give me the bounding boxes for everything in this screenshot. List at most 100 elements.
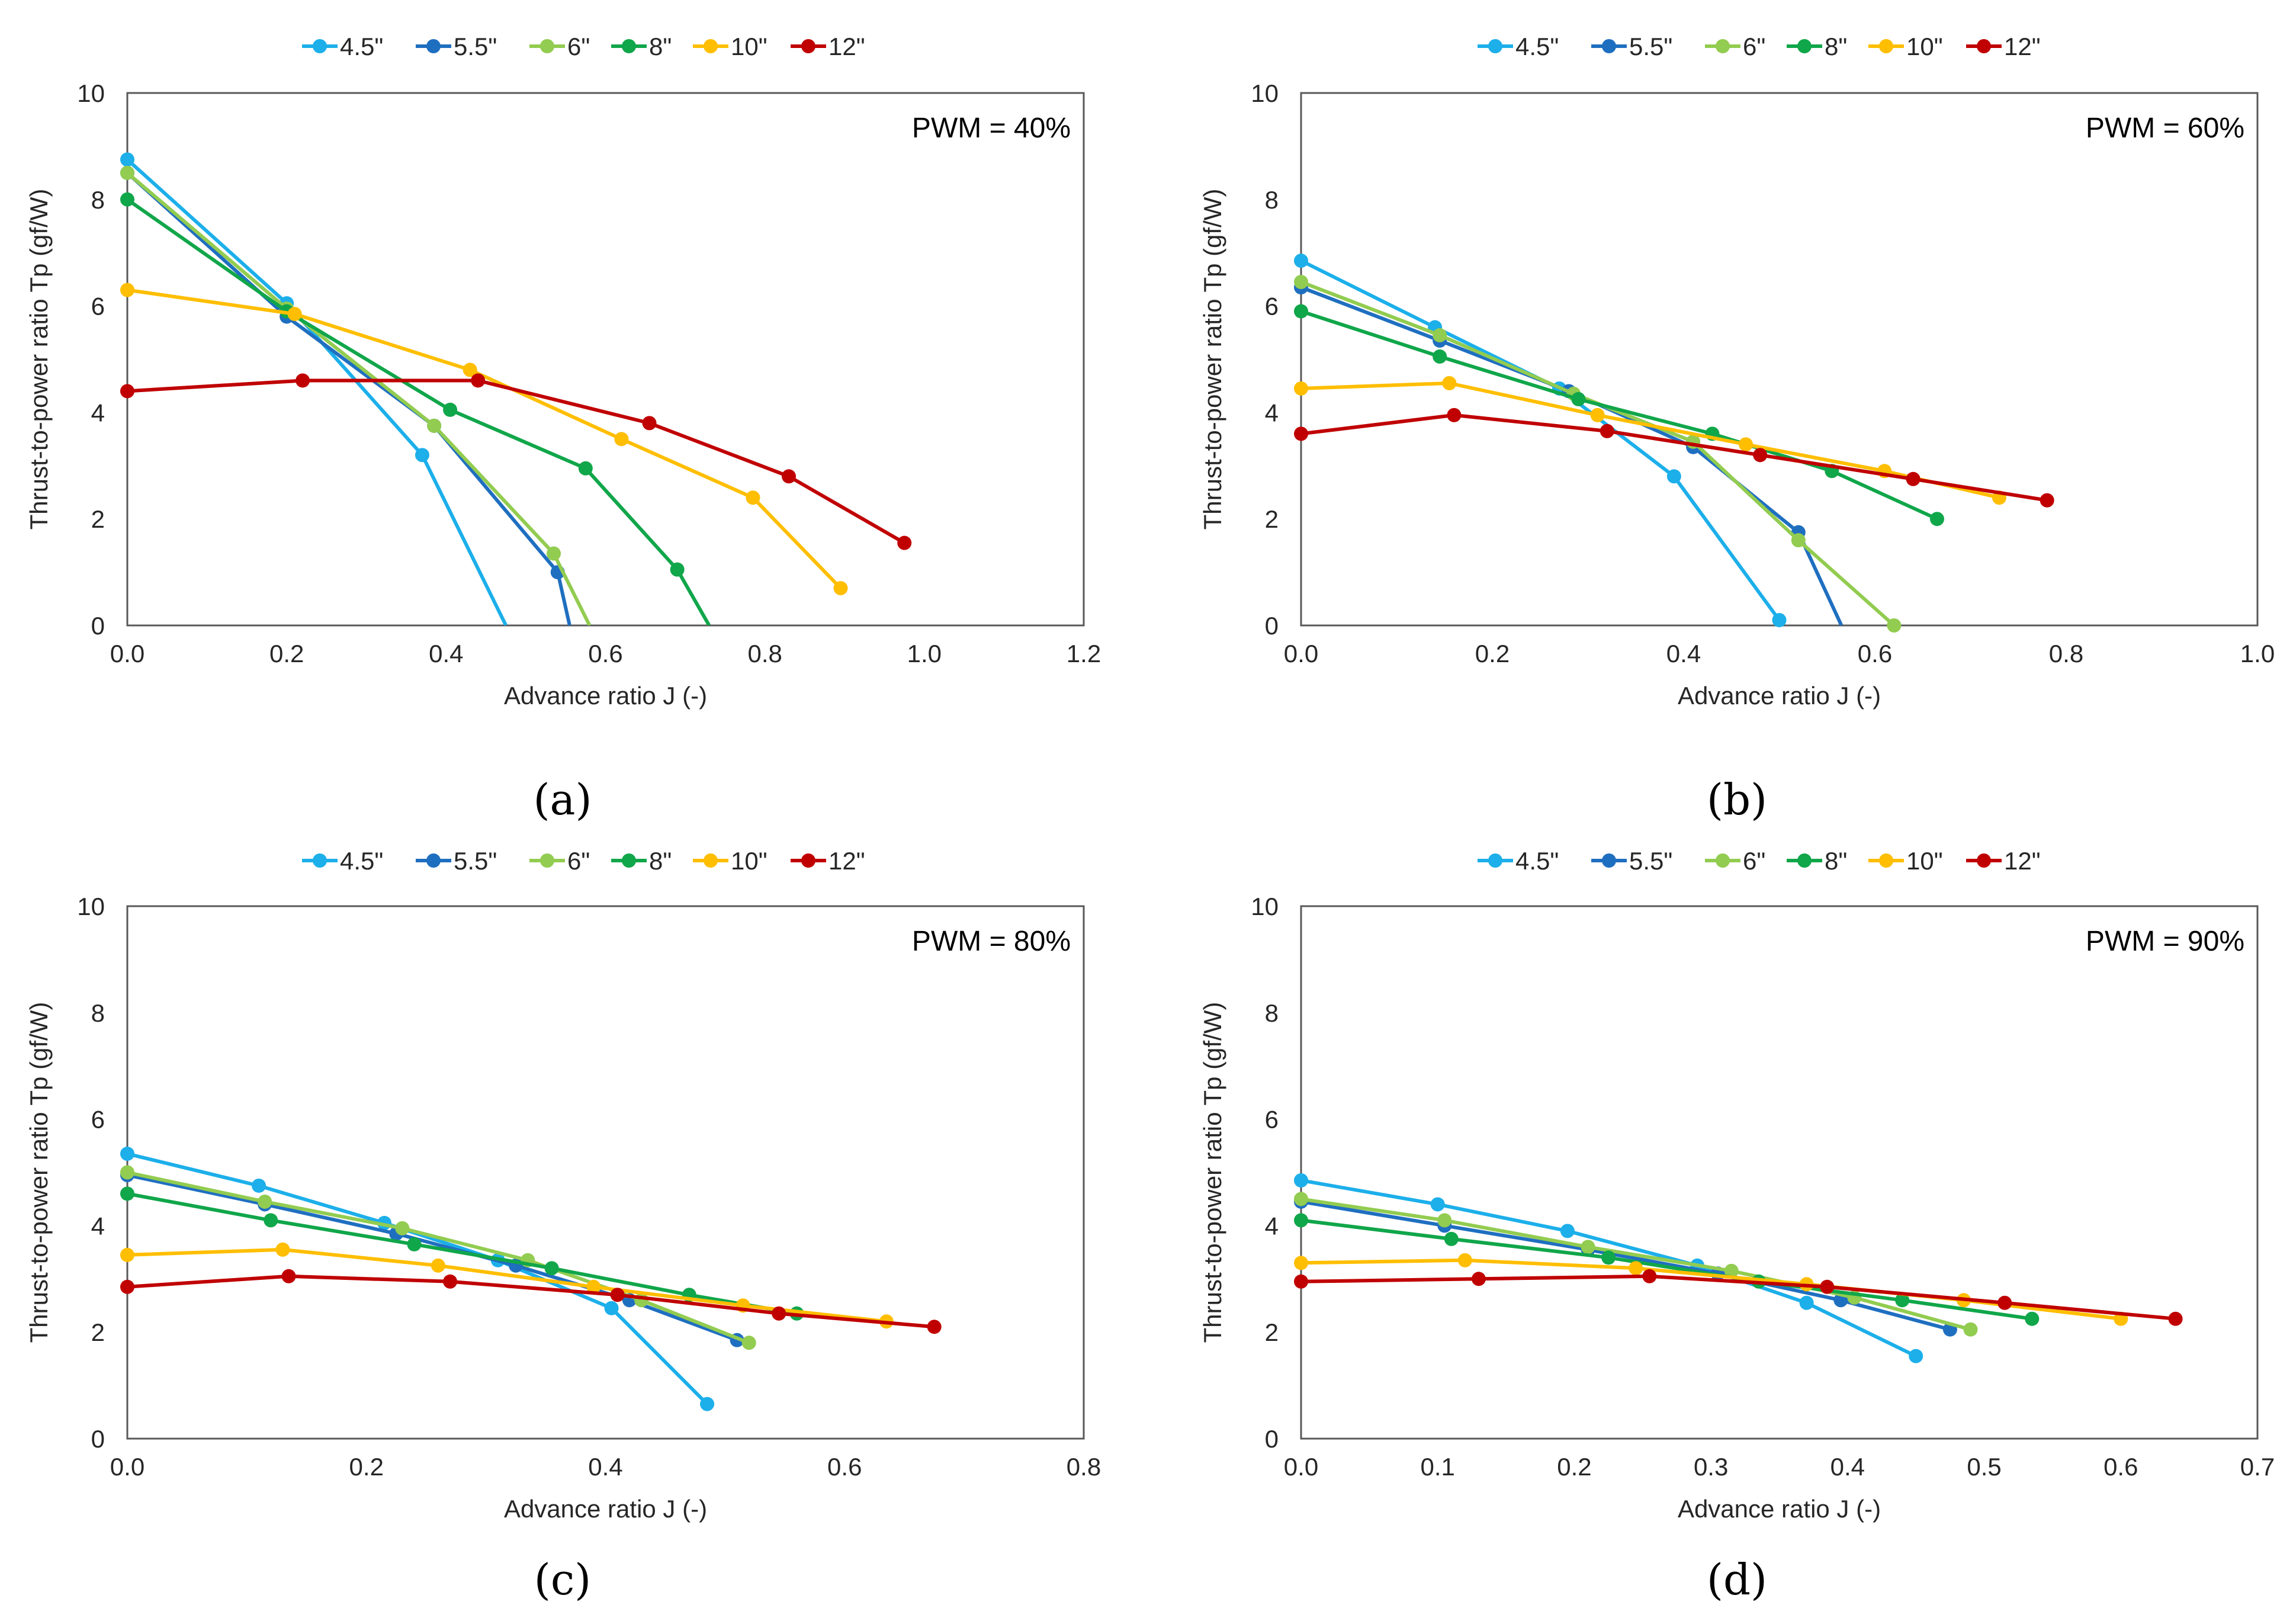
legend-label: 5.5" [1629,33,1672,60]
legend-marker [426,853,441,868]
data-point [741,1336,756,1350]
data-point [833,581,848,596]
data-point [1430,1197,1445,1212]
data-point [471,373,486,388]
x-tick-label: 0.4 [588,1453,622,1481]
data-point [1601,1250,1616,1265]
legend-marker [1488,39,1502,53]
data-point [264,1213,278,1228]
data-point [610,1288,625,1302]
y-tick-label: 10 [77,893,105,920]
data-point [1772,613,1787,628]
legend-marker [801,39,815,53]
y-axis-label: Thrust-to-power ratio Tp (gf/W) [1199,1002,1226,1343]
data-point [296,373,310,388]
series-line [127,378,905,545]
x-tick-label: 0.2 [1475,640,1510,667]
data-point [547,546,561,561]
data-point [1666,469,1681,484]
data-point [1753,448,1768,463]
data-point [427,418,442,433]
x-tick-label: 0.8 [747,640,782,667]
x-tick-label: 0.6 [588,640,622,667]
series-line [1301,1199,1951,1331]
data-point [1629,1261,1643,1276]
y-tick-label: 4 [1265,1212,1279,1240]
data-point [120,1147,134,1161]
data-point [120,192,134,207]
y-tick-label: 0 [91,612,105,640]
data-point [395,1221,410,1235]
y-axis-label: Thrust-to-power ratio Tp (gf/W) [1199,189,1226,530]
data-point [604,1301,619,1315]
pwm-annotation: PWM = 40% [912,113,1071,144]
data-point [1294,1256,1308,1270]
y-tick-label: 4 [1265,399,1279,426]
data-point [782,469,797,484]
data-point [1294,253,1308,268]
data-point [1571,391,1586,406]
legend-label: 6" [1743,33,1765,60]
x-tick-label: 0.6 [827,1453,862,1481]
legend-marker [622,39,636,53]
legend-marker [313,853,327,868]
data-point [120,152,134,167]
data-point [1294,1192,1308,1206]
y-axis-label: Thrust-to-power ratio Tp (gf/W) [25,1002,53,1343]
data-point [772,1306,786,1321]
panel-label-a: (a) [533,775,592,824]
data-point [670,562,685,577]
x-axis-label: Advance ratio J (-) [504,682,707,710]
y-tick-label: 10 [77,79,105,107]
series-line [1301,1197,1971,1331]
y-tick-label: 2 [91,505,105,533]
x-tick-label: 0.2 [269,640,304,667]
data-point [1433,349,1447,364]
data-point [1581,1240,1595,1254]
data-point [120,1279,134,1294]
data-point [1906,471,1921,486]
series-line [1301,1274,2176,1321]
data-point [927,1320,942,1334]
legend-label: 8" [1825,847,1847,875]
x-tick-label: 0.2 [349,1453,384,1481]
legend-label: 8" [649,33,672,60]
x-tick-label: 0.5 [1967,1453,2001,1481]
x-axis-label: Advance ratio J (-) [1678,682,1881,710]
series-line [127,1173,738,1342]
data-point [586,1279,601,1294]
series-line [127,1152,709,1405]
y-tick-label: 8 [1265,186,1279,214]
data-point [1590,407,1605,422]
data-point [2025,1311,2040,1326]
series-line [1301,1218,2032,1321]
data-point [443,1274,458,1289]
legend-label: 6" [1743,847,1765,875]
panel-label-b: (b) [1706,775,1768,824]
data-point [120,1247,134,1262]
x-tick-label: 0.6 [2103,1453,2138,1481]
legend-label: 4.5" [340,33,383,60]
legend-marker [1602,39,1616,53]
x-tick-label: 1.0 [2240,640,2275,667]
series-line [1301,381,2000,500]
y-tick-label: 10 [1251,79,1279,107]
legend-label: 4.5" [1515,33,1559,60]
legend-marker [801,853,815,868]
data-point [746,490,760,505]
x-tick-label: 0.2 [1557,1453,1591,1481]
legend-marker [1977,853,1991,868]
y-tick-label: 10 [1251,893,1279,920]
y-tick-label: 4 [91,1212,105,1240]
legend-label: 5.5" [1629,847,1672,875]
y-tick-label: 0 [1265,612,1279,640]
pwm-annotation: PWM = 60% [2086,113,2244,144]
data-point [578,461,593,476]
data-point [252,1178,266,1193]
series-line [127,1274,934,1329]
series-line [1301,309,1938,521]
data-point [1294,1213,1308,1228]
data-point [2040,493,2054,508]
data-point [1294,1173,1308,1187]
legend-marker [1488,853,1502,868]
